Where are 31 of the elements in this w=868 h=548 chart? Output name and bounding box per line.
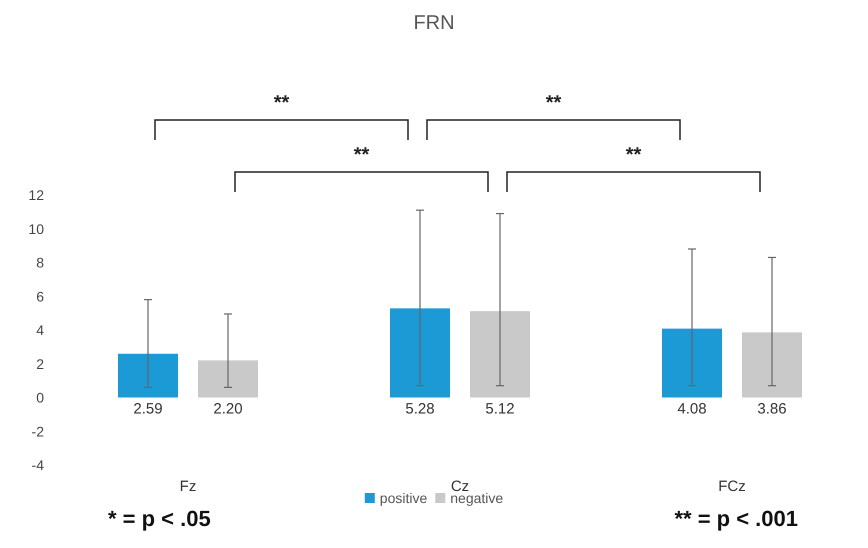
text: ** — [274, 92, 290, 115]
y-tick-label: 10 — [28, 220, 44, 237]
data-label: 3.86 — [757, 400, 787, 418]
bar — [470, 311, 530, 398]
legend-label: positive — [380, 490, 428, 506]
chart-title: FRN — [413, 12, 455, 34]
y-tick-label: 12 — [28, 187, 44, 203]
bar — [742, 332, 802, 398]
y-tick-label: 6 — [36, 288, 44, 304]
y-tick-label: 2 — [36, 356, 44, 372]
data-label: 5.12 — [485, 400, 515, 418]
y-tick-label: 4 — [36, 322, 44, 338]
y-tick-label: -4 — [32, 457, 44, 473]
y-tick-label: 8 — [36, 254, 44, 270]
data-label: 2.20 — [213, 400, 243, 418]
bar — [198, 360, 258, 398]
y-tick-label: -2 — [32, 423, 44, 440]
text: ** — [546, 92, 562, 115]
data-label: 2.59 — [133, 400, 163, 418]
bar — [118, 354, 178, 398]
bar — [390, 308, 450, 398]
data-label: 5.28 — [405, 400, 435, 418]
text: ** = p < .001 — [674, 506, 798, 532]
text: * = p < .05 — [108, 506, 211, 532]
bar — [662, 328, 722, 398]
text: ** — [626, 144, 642, 167]
text: ** — [354, 144, 370, 167]
x-tick-label: Fz — [180, 478, 196, 495]
data-label: 4.08 — [677, 400, 707, 418]
x-tick-label: FCz — [718, 478, 746, 495]
y-tick-label: 0 — [36, 390, 44, 406]
